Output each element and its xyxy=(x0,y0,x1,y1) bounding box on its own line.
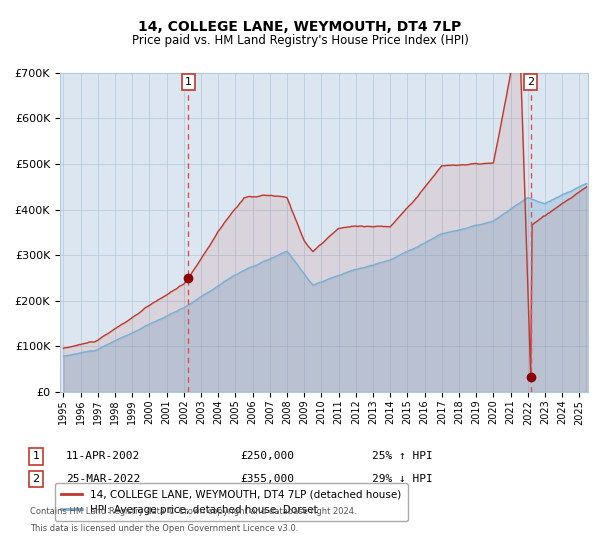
Text: Price paid vs. HM Land Registry's House Price Index (HPI): Price paid vs. HM Land Registry's House … xyxy=(131,34,469,46)
Text: 29% ↓ HPI: 29% ↓ HPI xyxy=(372,474,433,484)
Text: 1: 1 xyxy=(185,77,191,87)
Text: 1: 1 xyxy=(32,451,40,461)
Text: 11-APR-2002: 11-APR-2002 xyxy=(66,451,140,461)
Text: 25% ↑ HPI: 25% ↑ HPI xyxy=(372,451,433,461)
Legend: 14, COLLEGE LANE, WEYMOUTH, DT4 7LP (detached house), HPI: Average price, detach: 14, COLLEGE LANE, WEYMOUTH, DT4 7LP (det… xyxy=(55,483,407,521)
Text: 2: 2 xyxy=(527,77,534,87)
Text: £250,000: £250,000 xyxy=(240,451,294,461)
Text: 25-MAR-2022: 25-MAR-2022 xyxy=(66,474,140,484)
Text: 2: 2 xyxy=(32,474,40,484)
Text: 14, COLLEGE LANE, WEYMOUTH, DT4 7LP: 14, COLLEGE LANE, WEYMOUTH, DT4 7LP xyxy=(139,20,461,34)
Text: Contains HM Land Registry data © Crown copyright and database right 2024.: Contains HM Land Registry data © Crown c… xyxy=(30,507,356,516)
Text: This data is licensed under the Open Government Licence v3.0.: This data is licensed under the Open Gov… xyxy=(30,524,298,533)
Text: £355,000: £355,000 xyxy=(240,474,294,484)
